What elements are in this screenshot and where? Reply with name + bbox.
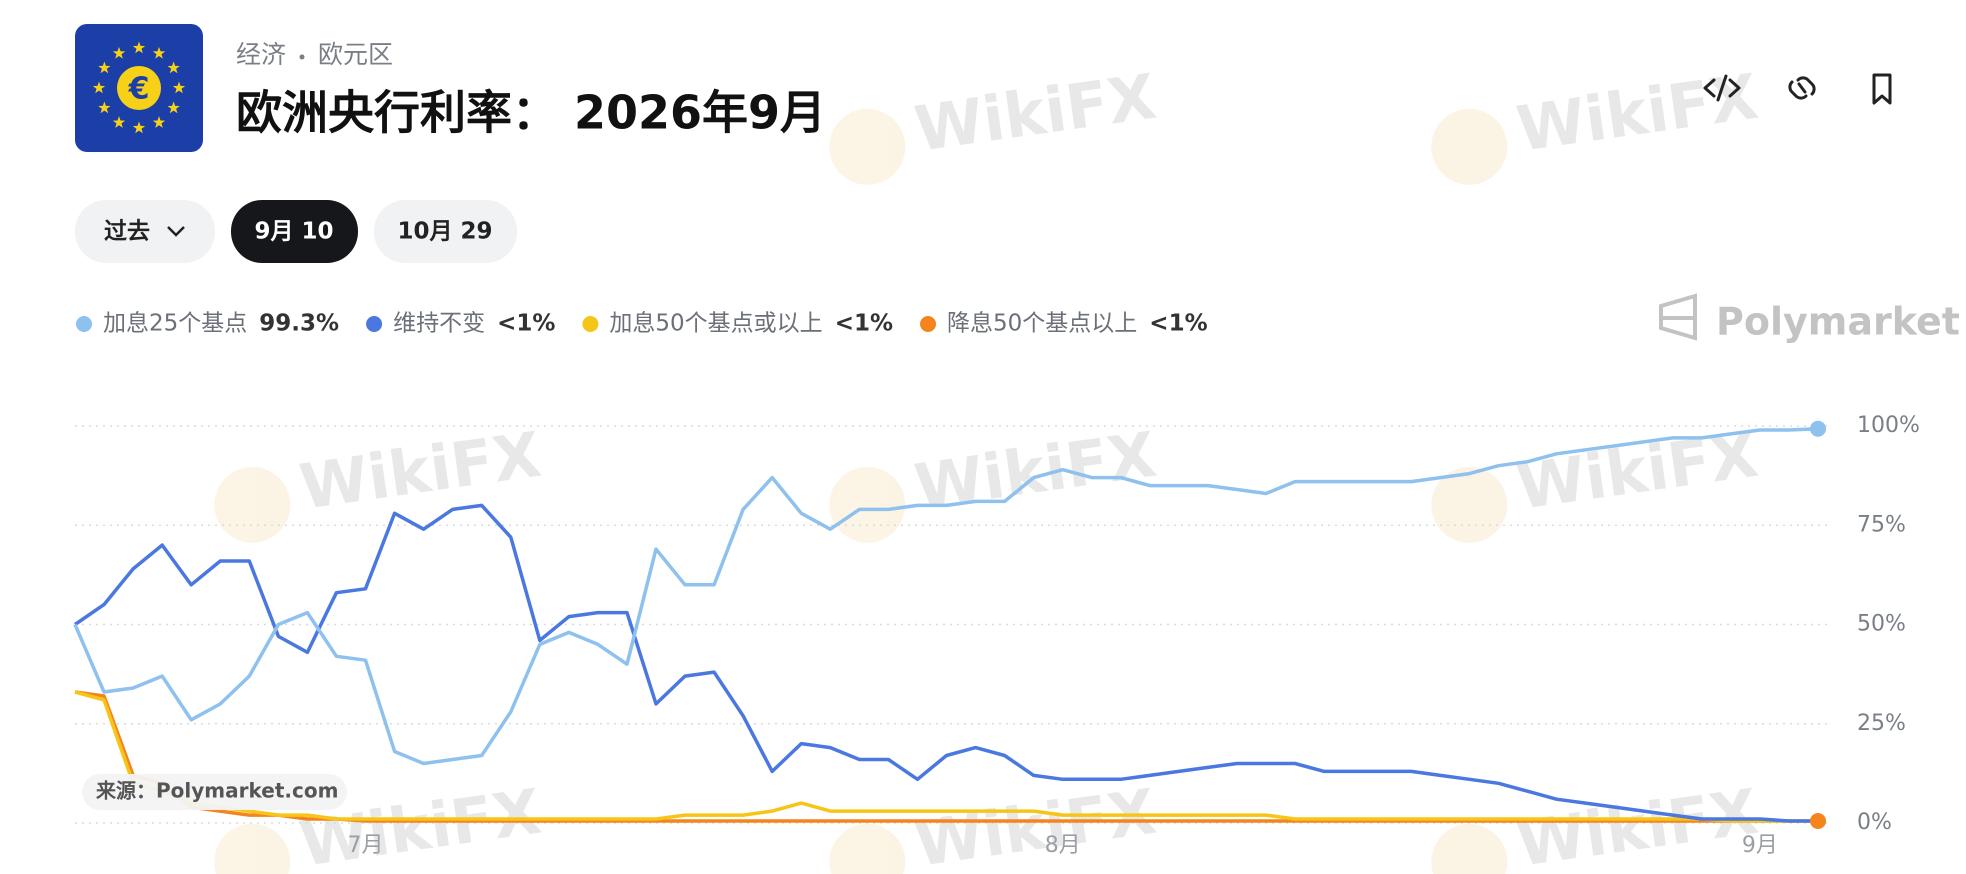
watermark-text: WikiFX — [1512, 775, 1762, 874]
legend-dot — [582, 316, 599, 332]
legend-dot — [920, 316, 937, 332]
series-line — [74, 690, 1818, 823]
legend-value: <1% — [1149, 311, 1207, 337]
brand: Polymarket — [1659, 293, 1960, 344]
watermark: WikiFX — [214, 418, 545, 543]
watermark: WikiFX — [829, 60, 1160, 185]
series-line — [74, 690, 1818, 823]
tab-label: 9月 10 — [254, 219, 333, 245]
icon-symbol: € — [128, 72, 150, 107]
y-tick-label: 0% — [1857, 810, 1892, 835]
x-tick-label: 7月 — [348, 833, 384, 858]
region: 欧元区 — [318, 40, 393, 69]
source: 来源：Polymarket.com — [95, 779, 338, 803]
legend-dot — [76, 316, 92, 332]
series-line — [73, 427, 1819, 766]
legend: 加息25个基点 99.3% 维持不变 <1% 加息50个基点或以上 <1% 降息50个基点以… — [76, 311, 1208, 337]
source-badge: 来源：Polymarket.com — [82, 774, 347, 810]
y-tick-label: 100% — [1857, 413, 1920, 438]
market-icon: € — [75, 24, 203, 152]
watermark-text: WikiFX — [910, 418, 1160, 524]
category: 经济 — [236, 40, 286, 69]
series-line — [74, 503, 1818, 823]
embed-button[interactable] — [1703, 74, 1741, 102]
title: 欧洲央行利率： 2026年9月 — [236, 86, 826, 140]
x-tick-label: 9月 — [1742, 833, 1778, 858]
legend-value: <1% — [497, 311, 555, 337]
brand-name: Polymarket — [1716, 300, 1960, 344]
tab[interactable]: 9月 10 — [231, 200, 358, 263]
tab-label: 10月 29 — [397, 219, 492, 245]
legend-label: 降息50个基点以上 — [947, 311, 1137, 337]
watermark: WikiFX — [829, 775, 1160, 874]
plot: 0% 25% 50% 75% 100% 7月 8月 9月 — [73, 413, 1920, 858]
link-button[interactable] — [1788, 76, 1816, 100]
end-dot — [1810, 813, 1826, 830]
end-dot — [1810, 420, 1826, 437]
legend-dot — [366, 316, 383, 332]
legend-value: <1% — [835, 311, 893, 337]
watermark-text: WikiFX — [910, 775, 1160, 874]
y-tick-label: 25% — [1857, 711, 1906, 736]
tab[interactable]: 10月 29 — [374, 200, 517, 263]
legend-value: 99.3% — [259, 311, 339, 337]
watermark-text: WikiFX — [295, 418, 545, 524]
y-tick-label: 75% — [1857, 512, 1906, 537]
tab[interactable]: 过去 — [75, 200, 215, 263]
y-tick-label: 50% — [1857, 612, 1906, 637]
legend-label: 加息25个基点 — [103, 311, 247, 337]
separator — [299, 54, 305, 60]
tab-label: 过去 — [104, 219, 150, 245]
bookmark-button[interactable] — [1872, 73, 1892, 105]
watermark: WikiFX — [1431, 775, 1762, 874]
legend-label: 加息50个基点或以上 — [609, 311, 822, 337]
watermark-text: WikiFX — [910, 60, 1160, 166]
legend-label: 维持不变 — [393, 311, 485, 337]
x-tick-label: 8月 — [1045, 833, 1081, 858]
watermark: WikiFX — [829, 418, 1160, 543]
